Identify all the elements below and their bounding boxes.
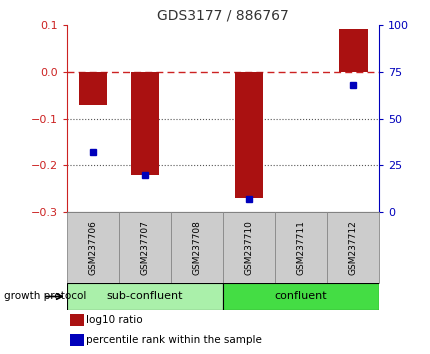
Bar xyxy=(67,283,223,310)
Bar xyxy=(119,212,171,283)
Text: growth protocol: growth protocol xyxy=(4,291,86,302)
Bar xyxy=(274,212,326,283)
Text: GSM237707: GSM237707 xyxy=(140,220,149,275)
Text: GSM237706: GSM237706 xyxy=(88,220,97,275)
Text: GSM237711: GSM237711 xyxy=(296,220,305,275)
Bar xyxy=(67,212,119,283)
Bar xyxy=(130,72,159,175)
Bar xyxy=(70,334,83,346)
Bar xyxy=(223,212,274,283)
Text: percentile rank within the sample: percentile rank within the sample xyxy=(86,335,261,345)
Bar xyxy=(70,314,83,326)
Text: GSM237708: GSM237708 xyxy=(192,220,201,275)
Text: confluent: confluent xyxy=(274,291,327,302)
Bar xyxy=(171,212,223,283)
Bar xyxy=(326,212,378,283)
Bar xyxy=(234,72,263,198)
Text: log10 ratio: log10 ratio xyxy=(86,315,142,325)
Text: GSM237712: GSM237712 xyxy=(348,221,357,275)
Bar xyxy=(338,29,367,72)
Title: GDS3177 / 886767: GDS3177 / 886767 xyxy=(157,8,288,22)
Text: GSM237710: GSM237710 xyxy=(244,220,253,275)
Bar xyxy=(223,283,378,310)
Bar xyxy=(78,72,107,104)
Text: sub-confluent: sub-confluent xyxy=(107,291,183,302)
